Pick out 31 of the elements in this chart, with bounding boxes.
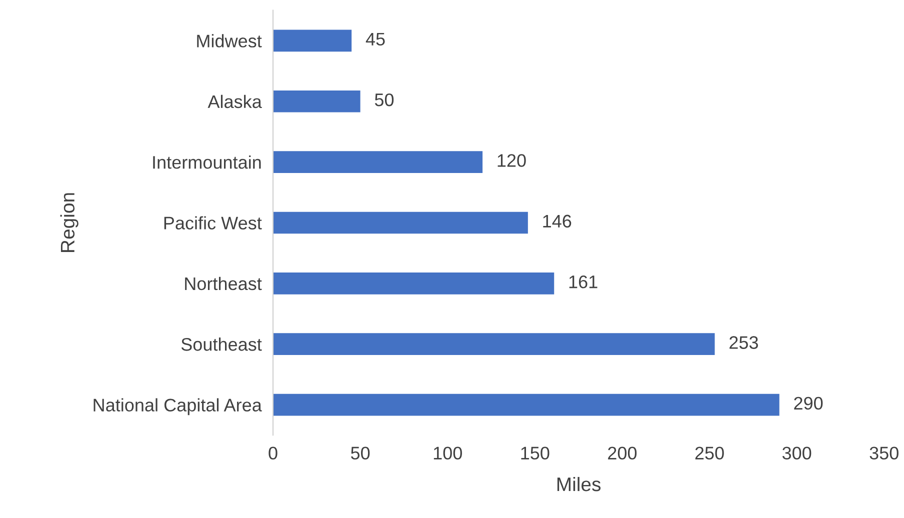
y-tick-label: Midwest (197, 34, 262, 48)
data-label: 253 (730, 336, 758, 349)
x-tick-label: 0 (268, 446, 278, 460)
x-axis-title: Miles (557, 476, 601, 492)
bar (273, 151, 483, 173)
y-tick-label: Intermountain (153, 156, 261, 169)
y-tick-label: Northeast (185, 276, 262, 290)
x-tick-label: 50 (350, 446, 370, 460)
y-tick-label: Alaska (208, 94, 262, 108)
y-tick-label: Southeast (181, 338, 262, 351)
y-tick-label: National Capital Area (94, 398, 262, 416)
y-axis-title: Region (60, 193, 78, 252)
bar (273, 90, 360, 112)
data-label: 161 (569, 275, 598, 288)
bar (273, 30, 352, 52)
bar (273, 333, 715, 356)
data-label: 45 (366, 32, 385, 46)
data-label: 50 (374, 93, 394, 106)
x-tick-label: 100 (434, 446, 462, 460)
y-tick-label: Pacific West (164, 216, 262, 230)
x-tick-label: 350 (870, 446, 898, 460)
bar (273, 212, 528, 234)
data-label: 120 (498, 154, 526, 167)
data-label: 146 (543, 214, 572, 228)
bar (273, 394, 780, 416)
data-label: 290 (794, 396, 823, 410)
x-tick-label: 200 (608, 446, 637, 460)
bar (273, 272, 554, 294)
x-tick-label: 150 (521, 446, 550, 460)
x-tick-label: 300 (782, 446, 812, 460)
x-tick-label: 250 (695, 446, 724, 460)
